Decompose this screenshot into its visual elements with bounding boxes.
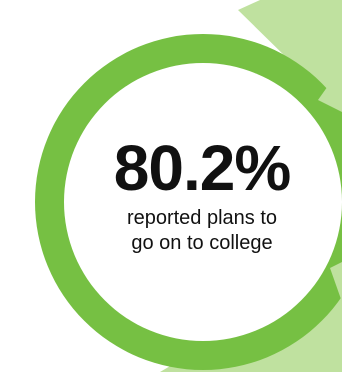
- stat-caption-line-1: reported plans to: [126, 207, 278, 229]
- ring-notch-top: [318, 66, 342, 112]
- stat-text-block: 80.2% reported plans to go on to college: [82, 136, 322, 256]
- stat-value: 80.2%: [113, 132, 291, 204]
- light-green-panel: [160, 0, 342, 372]
- ring-inner: [64, 63, 342, 341]
- stat-caption: reported plans to go on to college: [82, 206, 322, 256]
- stat-caption-line-2: go on to college: [131, 232, 273, 254]
- ring-notch-bottom: [330, 262, 342, 302]
